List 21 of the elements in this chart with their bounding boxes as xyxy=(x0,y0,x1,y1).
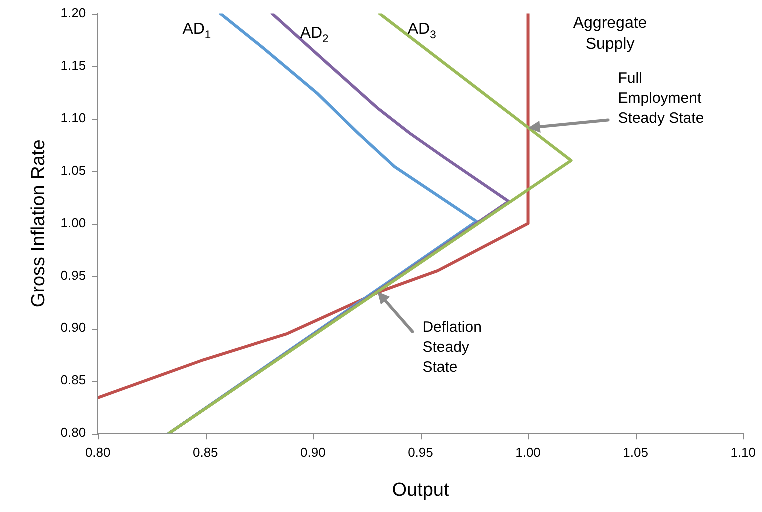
x-tick-label: 1.05 xyxy=(623,444,648,460)
x-tick-label: 0.85 xyxy=(192,444,218,460)
y-axis-title: Gross Inflation Rate xyxy=(28,140,50,308)
annotation: Deflation Steady State xyxy=(422,318,482,376)
text: Aggregate Supply xyxy=(573,14,648,53)
x-tick-label: 0.95 xyxy=(408,444,434,460)
x-axis-title: Output xyxy=(392,480,450,501)
y-tick-label: 1.05 xyxy=(60,162,86,178)
y-tick-label: 0.95 xyxy=(60,268,86,283)
y-tick-label: 1.15 xyxy=(60,58,86,73)
y-tick-label: 1.20 xyxy=(60,5,86,20)
x-tick-label: 1.00 xyxy=(516,444,541,460)
x-tick-label: 0.90 xyxy=(300,444,326,460)
y-tick-label: 0.85 xyxy=(60,372,86,388)
y-tick-label: 0.90 xyxy=(60,320,86,336)
annotation: Full Employment Steady State xyxy=(618,70,704,128)
y-tick-label: 1.10 xyxy=(60,110,86,126)
y-tick-label: 0.80 xyxy=(60,425,86,440)
y-tick-label: 1.00 xyxy=(60,215,86,230)
x-tick-label: 1.10 xyxy=(730,444,756,460)
x-tick-label: 0.80 xyxy=(85,444,111,460)
